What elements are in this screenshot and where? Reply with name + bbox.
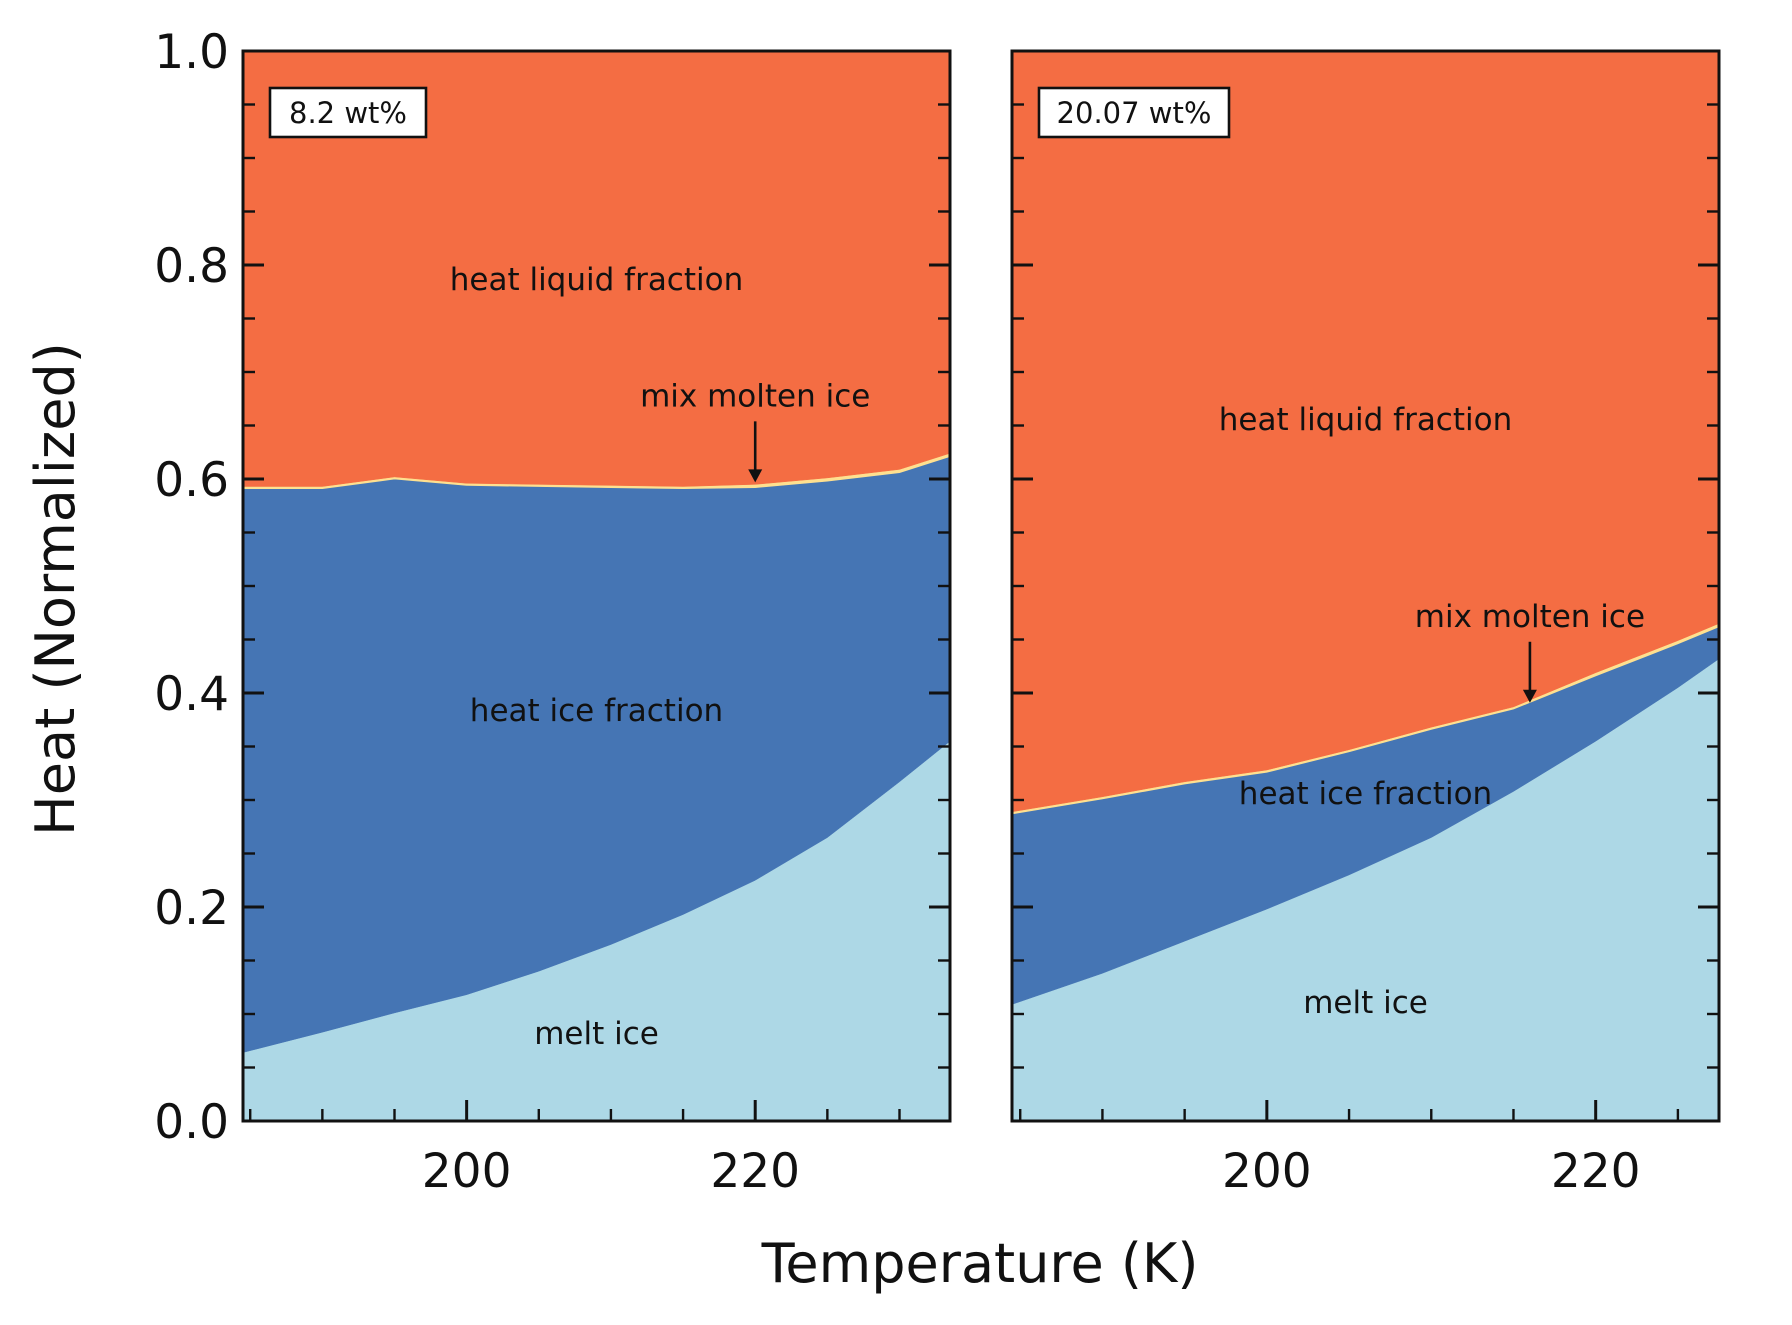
y-tick-label: 1.0: [154, 25, 229, 80]
y-tick-label: 0.8: [154, 239, 229, 294]
y-axis-title: Heat (Normalized): [24, 342, 87, 836]
concentration-badge-box: [268, 86, 428, 139]
mix-molten-ice-label: mix molten ice: [1415, 599, 1645, 635]
heat-ice-fraction-label: heat ice fraction: [470, 693, 723, 729]
x-axis-title: Temperature (K): [761, 1232, 1199, 1295]
y-tick-label: 0.6: [154, 453, 229, 508]
melt-ice-label: melt ice: [1303, 985, 1428, 1021]
y-tick-label: 0.0: [154, 1095, 229, 1150]
concentration-badge: 20.07 wt%: [1057, 96, 1212, 130]
annotation-arrow-head: [748, 469, 763, 483]
y-tick-label: 0.2: [154, 881, 229, 936]
concentration-badge: 8.2 wt%: [289, 96, 407, 130]
panel-2: 200 220 20.07 wt% melt ice heat ice fraction…: [1010, 49, 1721, 1199]
heat-ice-fraction-label: heat ice fraction: [1239, 776, 1492, 812]
x-tick-label: 220: [710, 1144, 800, 1199]
concentration-badge-box: [1037, 86, 1231, 139]
x-tick-label: 200: [1222, 1144, 1312, 1199]
melt-ice-label: melt ice: [534, 1016, 659, 1052]
x-tick-label: 220: [1551, 1144, 1641, 1199]
heat-liquid-fraction-label: heat liquid fraction: [1219, 402, 1513, 438]
x-tick-label: 200: [422, 1144, 512, 1199]
panel-1: 0.0 0.2 0.4 0.6 0.8 1.0 200 220 8.2 wt% melt ice h…: [154, 25, 952, 1199]
mix-molten-ice-label: mix molten ice: [640, 378, 870, 414]
heat-liquid-fraction-label: heat liquid fraction: [450, 262, 744, 298]
annotation-arrow-head: [1522, 689, 1537, 703]
y-tick-label: 0.4: [154, 667, 229, 722]
